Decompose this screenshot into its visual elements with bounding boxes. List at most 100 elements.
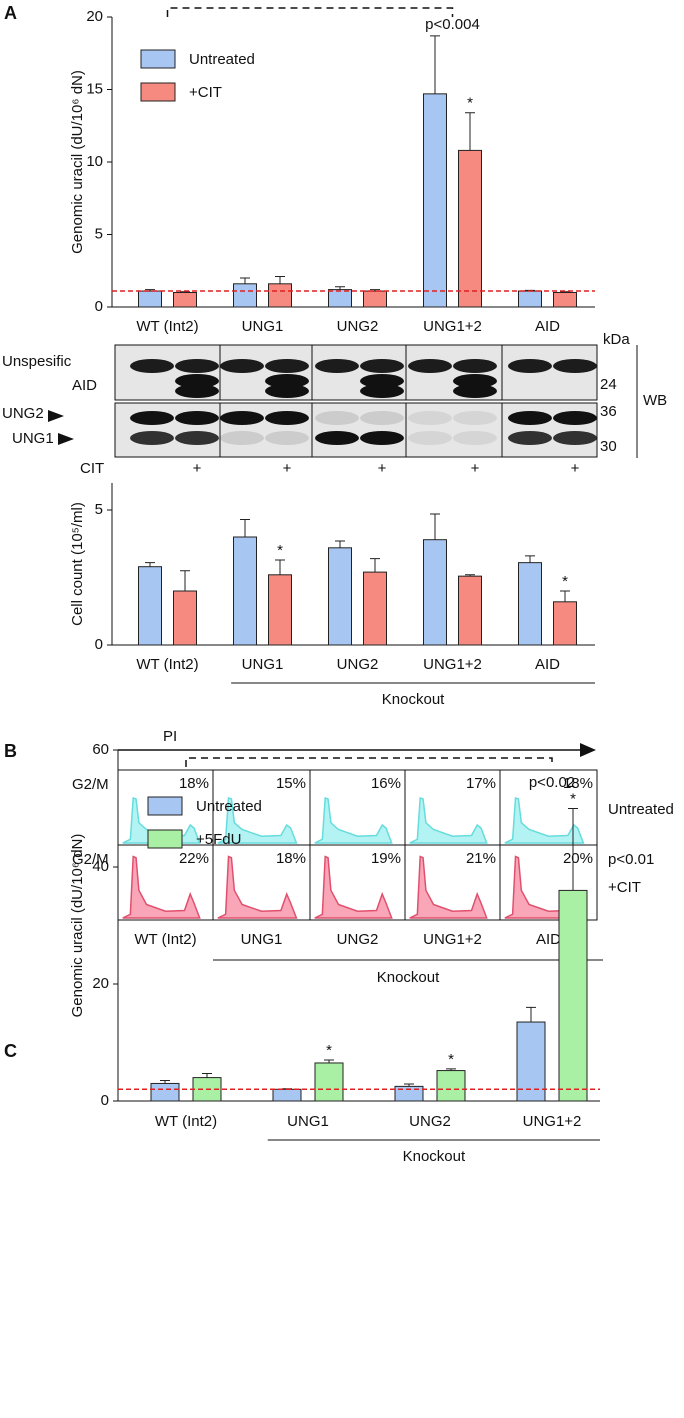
band xyxy=(315,359,359,373)
marker: 36 xyxy=(600,403,617,420)
condition-label: Untreated xyxy=(608,801,674,818)
legend-label: Untreated xyxy=(189,51,255,68)
band xyxy=(130,359,174,373)
panel-label: A xyxy=(4,3,17,23)
band xyxy=(220,431,264,445)
band xyxy=(408,411,452,425)
bar xyxy=(268,574,292,646)
y-tick-label: 60 xyxy=(92,741,109,758)
error-bar xyxy=(430,35,440,94)
bar xyxy=(436,1070,466,1102)
band xyxy=(265,359,309,373)
band xyxy=(508,359,552,373)
error-bar xyxy=(180,570,190,591)
band xyxy=(553,359,597,373)
y-tick-label: 20 xyxy=(92,975,109,992)
percentage: 22% xyxy=(179,850,209,867)
x-tick-label: AID xyxy=(535,318,560,335)
x-tick-label: UNG1 xyxy=(242,318,284,335)
treatment-mark: + xyxy=(471,460,480,477)
category-label: WT (Int2) xyxy=(134,931,196,948)
significance: * xyxy=(277,542,283,559)
histogram xyxy=(314,796,393,844)
bar xyxy=(458,149,482,308)
x-tick-label: WT (Int2) xyxy=(155,1113,217,1130)
band xyxy=(360,374,404,388)
error-bar xyxy=(465,112,475,151)
bar xyxy=(173,590,197,646)
error-bar xyxy=(525,555,535,563)
band xyxy=(265,384,309,398)
error-bar xyxy=(370,558,380,573)
band xyxy=(408,359,452,373)
x-tick-label: UNG2 xyxy=(409,1113,451,1130)
bar xyxy=(423,93,447,308)
legend-swatch xyxy=(147,796,183,816)
band xyxy=(360,411,404,425)
band xyxy=(265,411,309,425)
error-bar xyxy=(560,590,570,602)
bar xyxy=(328,547,352,646)
condition-label: +CIT xyxy=(608,879,641,896)
error-bar xyxy=(240,518,250,537)
error-bar xyxy=(145,289,155,292)
band xyxy=(508,431,552,445)
y-tick-label: 20 xyxy=(86,8,103,25)
treatment-mark: + xyxy=(571,460,580,477)
error-bar xyxy=(275,559,285,575)
bar xyxy=(233,536,257,646)
error-bar xyxy=(275,276,285,284)
blot xyxy=(114,402,598,458)
legend-label: Untreated xyxy=(196,798,262,815)
significance: * xyxy=(562,573,568,590)
bar xyxy=(272,1088,302,1102)
y-tick-label: 0 xyxy=(101,1092,109,1109)
bar xyxy=(314,1062,344,1102)
row-label: G2/M xyxy=(72,776,109,793)
band xyxy=(360,359,404,373)
percentage: 18% xyxy=(563,775,593,792)
y-tick-label: 0 xyxy=(95,298,103,315)
x-tick-label: WT (Int2) xyxy=(136,318,198,335)
bar xyxy=(328,289,352,308)
percentage: 17% xyxy=(466,775,496,792)
bar xyxy=(233,283,257,308)
histogram xyxy=(409,796,488,844)
bar xyxy=(458,575,482,646)
histogram xyxy=(314,855,393,919)
category-label: UNG1 xyxy=(241,931,283,948)
band xyxy=(130,411,174,425)
bar xyxy=(150,1082,180,1102)
significance: * xyxy=(448,1051,454,1068)
y-tick-label: 10 xyxy=(86,153,103,170)
bar xyxy=(363,571,387,646)
band xyxy=(408,431,452,445)
category-label: UNG2 xyxy=(337,931,379,948)
band xyxy=(220,411,264,425)
y-tick-label: 15 xyxy=(86,80,103,97)
band xyxy=(175,431,219,445)
significance: * xyxy=(326,1042,332,1059)
marker: 24 xyxy=(600,376,617,393)
error-bar xyxy=(404,1083,414,1087)
band xyxy=(130,431,174,445)
error-bar xyxy=(324,1059,334,1063)
significance: * xyxy=(570,790,576,807)
error-bar xyxy=(160,1080,170,1084)
legend-swatch xyxy=(140,82,176,102)
histogram xyxy=(504,797,585,844)
band xyxy=(553,431,597,445)
group-label: Knockout xyxy=(403,1148,466,1165)
band xyxy=(265,431,309,445)
bar xyxy=(553,292,577,308)
bar xyxy=(423,539,447,646)
category-label: UNG1+2 xyxy=(423,931,482,948)
x-tick-label: UNG1+2 xyxy=(523,1113,582,1130)
band xyxy=(453,374,497,388)
blot-label: Unspesific xyxy=(2,353,72,370)
bar xyxy=(138,290,162,308)
percentage: 15% xyxy=(276,775,306,792)
error-bar xyxy=(335,540,345,548)
histogram xyxy=(122,855,201,919)
x-tick-label: UNG1+2 xyxy=(423,318,482,335)
